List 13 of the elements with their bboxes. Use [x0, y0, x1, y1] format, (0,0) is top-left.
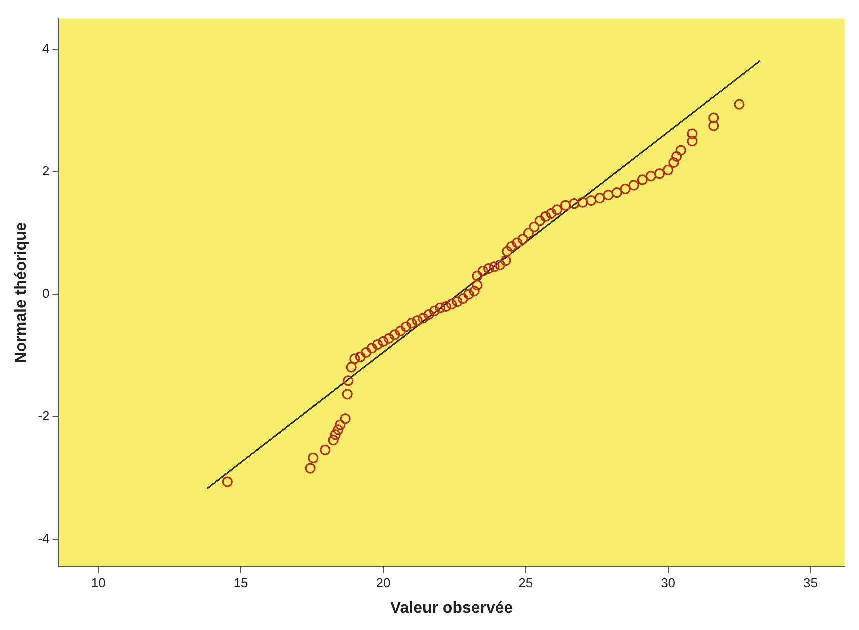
y-axis-title: Normale théorique [13, 222, 30, 364]
x-tick-label: 20 [376, 576, 391, 591]
x-tick-label: 15 [234, 576, 248, 591]
x-tick-label: 25 [518, 576, 534, 591]
y-tick-label: 2 [42, 164, 50, 179]
y-tick-label: 0 [42, 286, 50, 302]
y-tick-label: -4 [38, 531, 50, 546]
x-tick-label: 10 [91, 576, 106, 591]
x-tick-label: 30 [661, 576, 676, 591]
y-tick-label: -2 [38, 408, 50, 424]
y-tick-label: 4 [42, 41, 50, 56]
x-tick-label: 35 [803, 576, 818, 591]
x-axis-title: Valeur observée [390, 600, 514, 617]
